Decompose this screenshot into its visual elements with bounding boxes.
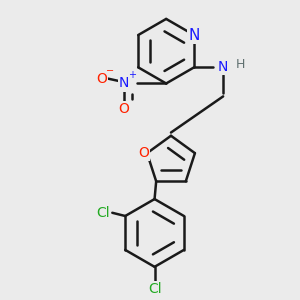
Text: H: H: [236, 58, 246, 70]
Text: O: O: [119, 102, 130, 116]
Text: Cl: Cl: [148, 282, 161, 296]
Text: O: O: [96, 72, 107, 86]
Text: O: O: [138, 146, 149, 160]
Text: N: N: [188, 28, 200, 43]
Text: Cl: Cl: [96, 206, 110, 220]
Text: N: N: [119, 76, 129, 91]
Text: −: −: [106, 66, 114, 76]
Text: N: N: [218, 60, 228, 74]
Text: +: +: [128, 70, 136, 80]
